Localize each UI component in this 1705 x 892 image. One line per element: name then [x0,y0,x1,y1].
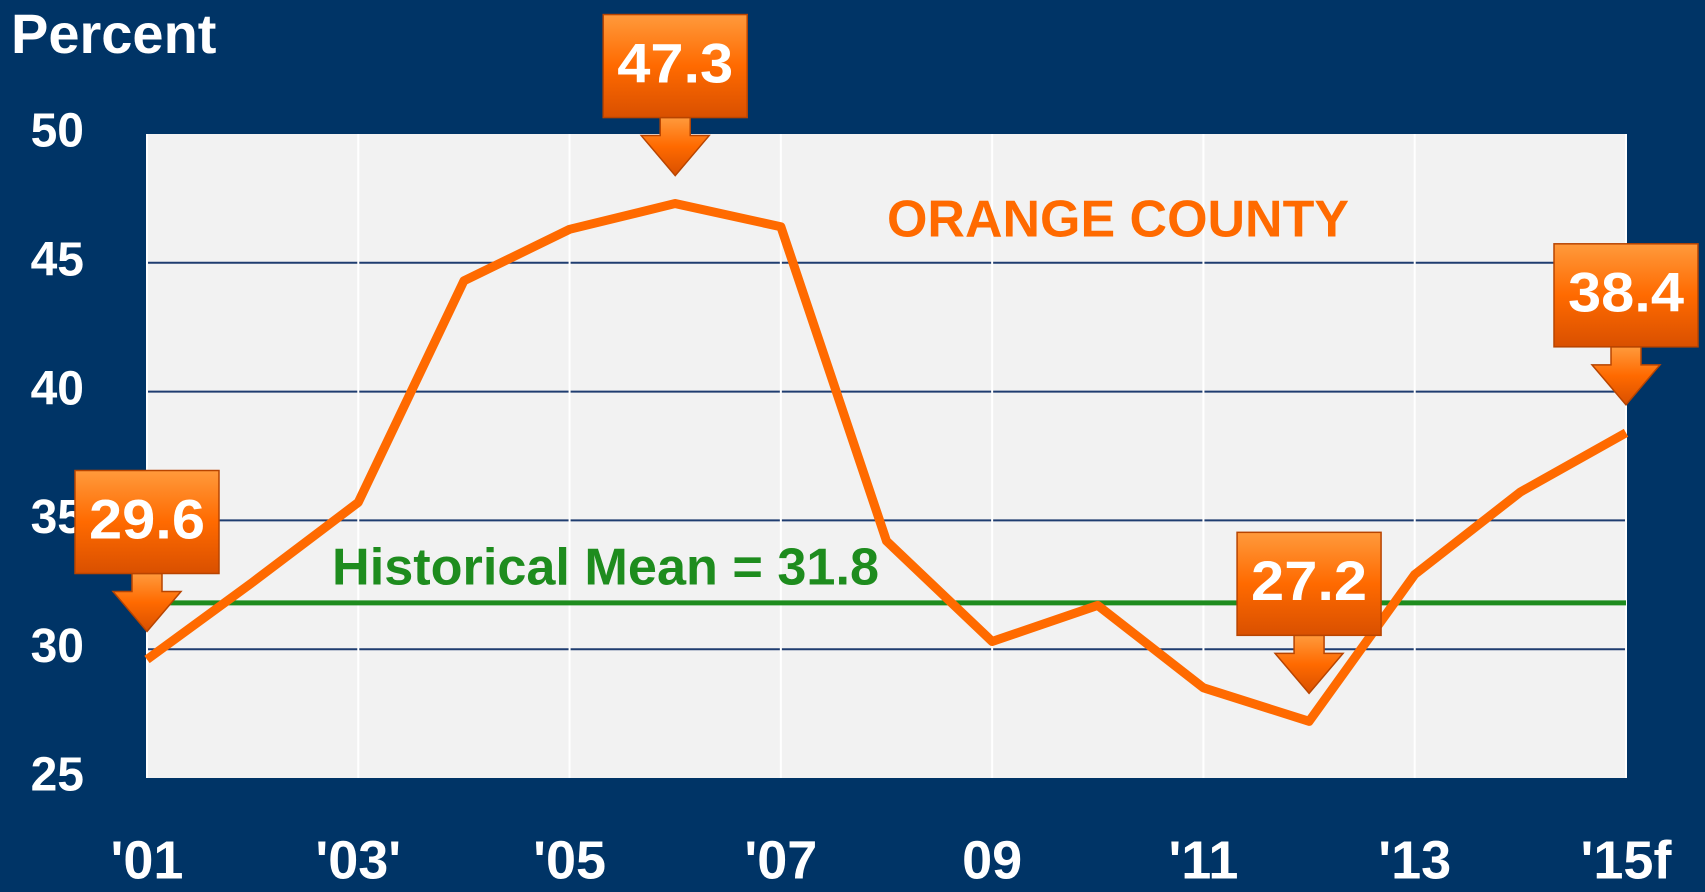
x-tick-label: '11 [1168,830,1238,890]
x-tick-label: '07 [744,830,817,890]
x-tick-label: '05 [533,830,606,890]
data-label: 27.2 [1251,549,1367,612]
y-tick-label: 25 [31,749,84,802]
data-label: 38.4 [1568,261,1684,324]
y-axis-label: Percent [11,2,216,65]
y-tick-label: 40 [31,362,84,415]
plot-area [147,134,1626,778]
callout-arrow [111,572,183,633]
mean-label: Historical Mean = 31.8 [332,539,879,597]
series-label: ORANGE COUNTY [887,191,1349,249]
callout-box [74,469,220,575]
data-label: 47.3 [617,31,733,94]
callout-arrow [1273,634,1345,695]
callout-box [1236,531,1382,637]
callout-arrow [639,116,711,177]
y-tick-label: 30 [31,620,84,673]
callout-arrow [1590,346,1662,406]
y-tick-label: 50 [31,105,84,158]
data-label: 29.6 [89,487,205,550]
x-tick-label: '13 [1378,830,1451,890]
callout-box [1553,243,1699,348]
callout-box [602,13,748,119]
x-tick-label: '01 [111,830,184,890]
y-tick-label: 45 [31,233,84,286]
x-tick-label: 09 [962,830,1022,890]
x-tick-label: '03' [315,830,401,890]
x-tick-label: '15f [1581,830,1673,890]
